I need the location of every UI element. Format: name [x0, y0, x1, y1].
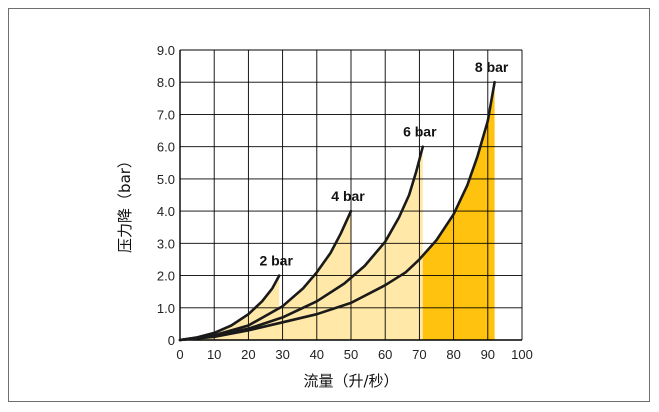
- series-label-2-bar: 2 bar: [259, 253, 293, 269]
- x-tick-label: 10: [207, 347, 221, 362]
- x-tick-label: 60: [378, 347, 392, 362]
- y-tick-label: 7.0: [157, 107, 175, 122]
- series-line-6-bar: [178, 145, 425, 342]
- tick-labels: 0 10 20 30 40 50 60 70 80 90 100 0 1.0 2.0 3.0 4.0 5.0 6.…: [157, 43, 533, 362]
- axes: [179, 50, 522, 341]
- y-tick-label: 8.0: [157, 75, 175, 90]
- y-tick-label: 3.0: [157, 236, 175, 251]
- series-label-6-bar: 6 bar: [403, 124, 437, 140]
- x-tick-label: 30: [275, 347, 289, 362]
- y-tick-label: 6.0: [157, 140, 175, 155]
- series-labels: 2 bar 4 bar 6 bar 8 bar: [259, 59, 508, 268]
- y-axis-title: 压力降（bar）: [116, 153, 134, 253]
- y-tick-label: 2.0: [157, 269, 175, 284]
- y-tick-label: 9.0: [157, 43, 175, 58]
- x-tick-label: 40: [310, 347, 324, 362]
- series-line-8-bar: [178, 80, 496, 342]
- x-tick-label: 80: [446, 347, 460, 362]
- x-tick-label: 50: [344, 347, 358, 362]
- y-tick-label: 4.0: [157, 204, 175, 219]
- x-tick-label: 90: [481, 347, 495, 362]
- series-label-4-bar: 4 bar: [331, 188, 365, 204]
- y-tick-label: 1.0: [157, 301, 175, 316]
- series-line-4-bar: [178, 209, 353, 342]
- x-tick-label: 20: [241, 347, 255, 362]
- x-tick-label: 100: [511, 347, 533, 362]
- y-tick-label: 0: [168, 333, 175, 348]
- area-fill-6-bar: [180, 146, 423, 340]
- x-tick-label: 0: [176, 347, 183, 362]
- series-label-8-bar: 8 bar: [475, 59, 509, 75]
- series-curves: [178, 80, 496, 342]
- y-tick-label: 5.0: [157, 172, 175, 187]
- area-fill-2-bar: [180, 275, 280, 340]
- x-tick-label: 70: [412, 347, 426, 362]
- chart-frame: [8, 8, 650, 402]
- x-axis-title: 流量（升/秒）: [303, 372, 398, 390]
